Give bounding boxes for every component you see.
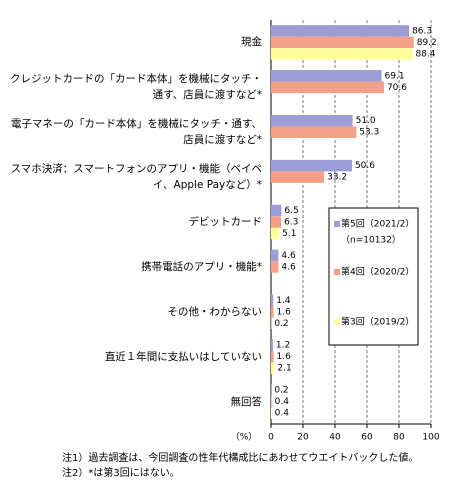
value-label: 5.1 bbox=[282, 229, 296, 239]
bar bbox=[271, 126, 357, 138]
value-label: 89.2 bbox=[417, 38, 437, 48]
value-label: 6.3 bbox=[284, 218, 298, 228]
legend-box bbox=[328, 207, 419, 346]
x-tick-label: 60 bbox=[361, 433, 373, 443]
axis-label: （%） bbox=[231, 432, 258, 443]
value-label: 0.2 bbox=[274, 319, 288, 329]
bar bbox=[271, 216, 282, 228]
value-label: 33.2 bbox=[327, 173, 347, 183]
value-label: 69.1 bbox=[385, 71, 405, 81]
category-label: 現金 bbox=[241, 36, 262, 49]
bar bbox=[271, 114, 353, 127]
x-tick-label: 20 bbox=[297, 433, 309, 443]
bar bbox=[271, 407, 272, 419]
value-label: 1.6 bbox=[277, 352, 292, 362]
bar bbox=[271, 261, 279, 273]
value-label: 88.4 bbox=[415, 49, 435, 59]
category-label: 電子マネーの「カード本体」を機械にタッチ・通す、店員に渡すなど* bbox=[10, 118, 262, 147]
x-tick-label: 100 bbox=[422, 433, 439, 443]
value-label: 53.3 bbox=[359, 128, 379, 138]
bar bbox=[271, 81, 384, 94]
value-label: 4.6 bbox=[281, 251, 296, 261]
value-label: 1.2 bbox=[276, 341, 290, 351]
category-label: 携帯電話のアプリ・機能* bbox=[141, 260, 262, 273]
bar bbox=[271, 204, 282, 217]
x-tick-label: 40 bbox=[329, 433, 341, 443]
bar bbox=[271, 249, 279, 262]
category-label: 直近１年間に支払いはしていない bbox=[104, 350, 262, 363]
legend-label: 第5回（2021/2） bbox=[341, 218, 414, 230]
bar bbox=[271, 339, 273, 351]
value-label: 4.6 bbox=[281, 262, 296, 272]
legend-swatch bbox=[334, 269, 340, 275]
category-label: 無回答 bbox=[230, 395, 263, 408]
legend-label: 第4回（2020/2） bbox=[341, 266, 414, 278]
bar bbox=[271, 294, 274, 307]
value-label: 1.6 bbox=[277, 307, 292, 317]
footnote: 注1）過去調査は、今回調査の性年代構成比にあわせてウエイトバックした値。 bbox=[62, 453, 419, 464]
x-tick-label: 0 bbox=[268, 433, 274, 443]
bar bbox=[271, 25, 410, 37]
bar bbox=[271, 70, 382, 82]
value-label: 2.1 bbox=[277, 364, 291, 374]
value-label: 0.4 bbox=[275, 397, 290, 407]
value-label: 51.0 bbox=[356, 116, 376, 126]
legend-swatch bbox=[334, 221, 340, 227]
value-label: 1.4 bbox=[276, 296, 291, 306]
category-label: デビットカード bbox=[188, 216, 263, 228]
category-label: その他・わからない bbox=[167, 305, 263, 318]
value-label: 86.3 bbox=[412, 26, 432, 36]
value-label: 70.6 bbox=[387, 83, 407, 93]
value-label: 0.2 bbox=[274, 386, 288, 396]
category-label: スマホ決済：スマートフォンのアプリ・機能（ペイペイ、Apple Payなど）* bbox=[10, 163, 262, 192]
value-label: 6.5 bbox=[284, 206, 298, 216]
value-label: 0.4 bbox=[275, 409, 290, 419]
footnote: 注2）*は第3回にはない。 bbox=[62, 468, 180, 479]
bar bbox=[271, 159, 352, 172]
bar bbox=[271, 171, 325, 183]
bar bbox=[271, 48, 413, 60]
bar bbox=[271, 227, 280, 240]
legend-swatch bbox=[334, 319, 340, 325]
legend-label: 第3回（2019/2） bbox=[341, 316, 414, 328]
bar bbox=[271, 350, 274, 363]
bar bbox=[271, 362, 275, 374]
bar bbox=[271, 395, 272, 408]
x-tick-label: 80 bbox=[393, 433, 405, 443]
category-label: クレジットカードの「カード本体」を機械にタッチ・通す、店員に渡すなど* bbox=[10, 73, 262, 102]
value-label: 50.6 bbox=[355, 161, 375, 171]
bar bbox=[271, 306, 274, 318]
legend-note: （n=10132） bbox=[341, 235, 401, 246]
bar bbox=[271, 36, 414, 49]
